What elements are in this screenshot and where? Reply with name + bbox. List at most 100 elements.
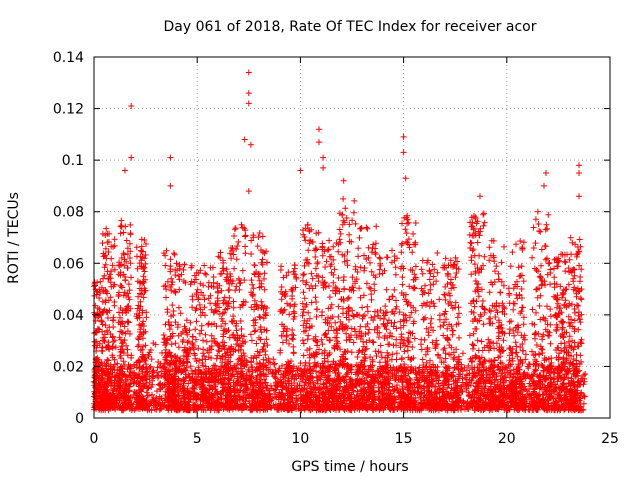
data-point [201, 388, 208, 395]
data-point [261, 340, 268, 347]
data-point [251, 270, 258, 277]
data-point [134, 265, 141, 272]
data-point [180, 266, 187, 273]
data-point [417, 372, 424, 379]
data-point [306, 383, 313, 390]
data-point [290, 343, 297, 350]
data-point [376, 266, 383, 273]
data-point [326, 283, 332, 289]
data-point [355, 253, 362, 260]
data-point [228, 345, 235, 352]
data-point [196, 384, 203, 390]
data-point [290, 363, 297, 370]
data-point [305, 309, 312, 316]
data-point [306, 354, 313, 361]
data-point [267, 359, 274, 366]
data-point [154, 373, 161, 379]
data-point [323, 385, 330, 392]
data-point [185, 403, 192, 410]
data-point [261, 275, 267, 282]
data-point [313, 399, 320, 405]
data-point [318, 370, 325, 377]
data-point [257, 336, 264, 343]
data-point [104, 329, 111, 336]
data-point [364, 303, 371, 310]
data-point [316, 346, 322, 353]
data-point [138, 388, 145, 395]
data-point [100, 337, 107, 344]
data-point [377, 342, 384, 349]
data-point [309, 275, 316, 282]
data-point [142, 375, 149, 381]
data-point [171, 251, 178, 258]
data-point [93, 329, 100, 336]
data-point [111, 299, 118, 305]
data-point [250, 285, 257, 292]
data-point [98, 318, 105, 325]
data-point [463, 403, 470, 410]
data-point [136, 314, 143, 321]
data-point [300, 397, 307, 404]
data-point [389, 351, 396, 358]
data-point [117, 394, 124, 401]
data-point [237, 304, 244, 311]
data-point [307, 375, 314, 382]
data-point [312, 294, 319, 301]
data-point [332, 319, 339, 326]
data-point [163, 357, 170, 364]
data-point [459, 375, 466, 382]
data-point [146, 406, 153, 413]
data-point [127, 260, 134, 267]
data-point [198, 404, 205, 411]
data-point [243, 394, 250, 401]
data-point [120, 358, 127, 365]
data-point [208, 332, 215, 339]
data-point [233, 256, 240, 263]
data-point [293, 385, 299, 392]
data-point [221, 309, 228, 316]
data-point [95, 366, 102, 373]
data-point [330, 243, 337, 250]
data-point [216, 304, 223, 311]
data-point [242, 232, 249, 239]
data-point [138, 243, 145, 250]
data-point [238, 403, 245, 410]
data-point [393, 297, 399, 304]
data-point [261, 270, 268, 277]
data-point [153, 369, 160, 376]
data-point [249, 386, 256, 393]
data-point [133, 390, 140, 397]
data-point [278, 371, 284, 378]
data-point [221, 380, 228, 387]
data-point [168, 287, 175, 294]
data-point [327, 315, 334, 322]
data-point [243, 362, 250, 368]
data-point [169, 333, 176, 339]
data-point [328, 269, 335, 276]
data-point [250, 234, 257, 241]
data-point [96, 309, 103, 315]
data-point [165, 319, 172, 325]
data-point [134, 253, 140, 260]
data-point [118, 217, 125, 224]
data-point [176, 276, 183, 283]
data-point [232, 335, 239, 342]
data-point [234, 360, 241, 367]
data-point [257, 314, 264, 321]
data-point [206, 385, 213, 392]
data-point [121, 323, 128, 330]
data-point [205, 320, 212, 327]
data-point [302, 379, 309, 386]
data-point [326, 364, 333, 370]
data-point [230, 348, 237, 355]
data-point [138, 236, 145, 243]
data-point [180, 337, 187, 343]
data-point [102, 299, 109, 306]
data-point [256, 313, 263, 320]
data-point [99, 240, 106, 247]
data-point [458, 383, 465, 390]
data-point [120, 271, 127, 278]
data-point [335, 275, 342, 281]
data-point [100, 392, 107, 399]
data-point [147, 363, 154, 370]
